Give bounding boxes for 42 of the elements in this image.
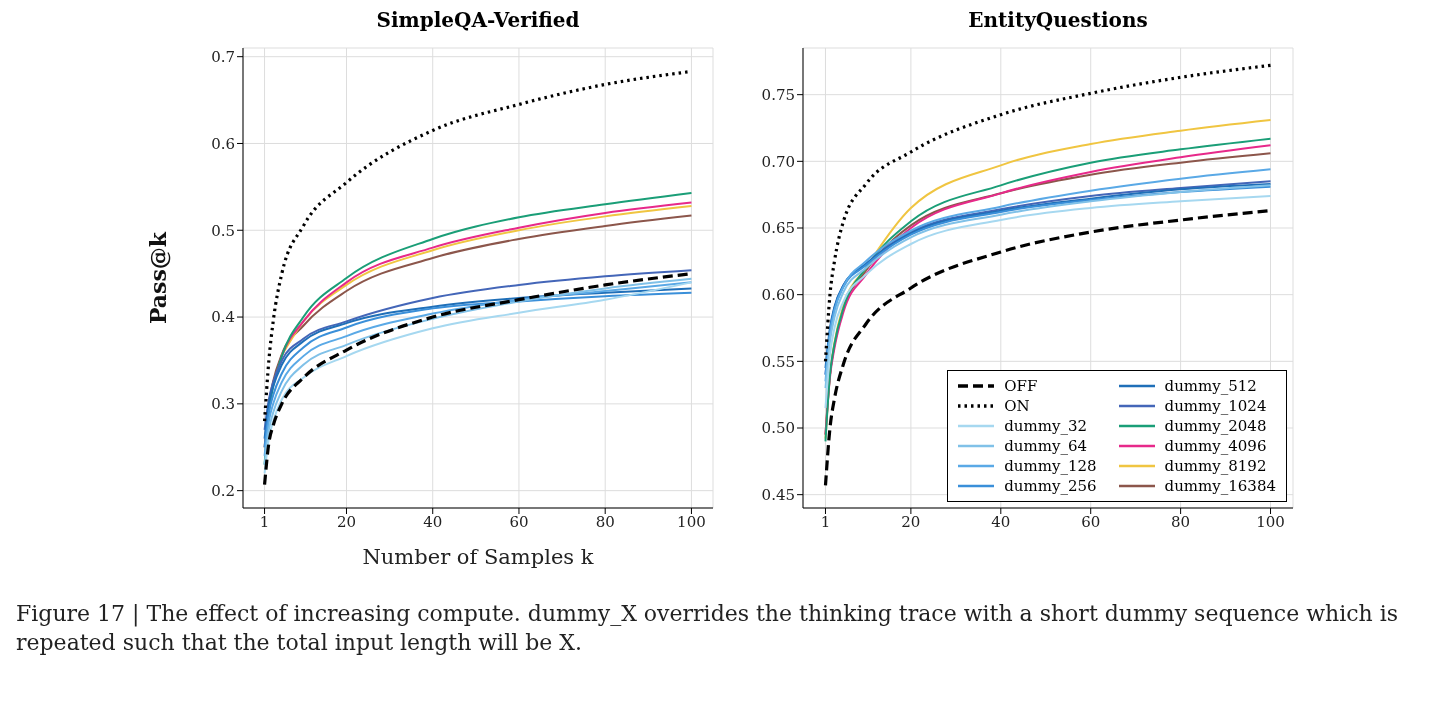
x-tick-label: 80 bbox=[595, 512, 615, 531]
caption: Figure 17 | The effect of increasing compute. dummy_X overrides the thinking trace with a short dummy sequence which is repeated such that the total input length will be X. bbox=[16, 600, 1400, 657]
y-tick-label: 0.6 bbox=[211, 134, 235, 153]
legend-label: OFF bbox=[1004, 377, 1038, 395]
legend-label: dummy_64 bbox=[1004, 437, 1088, 455]
chart-title: EntityQuestions bbox=[967, 8, 1149, 34]
y-axis-title: Pass@k bbox=[144, 231, 171, 325]
y-tick-label: 0.45 bbox=[761, 485, 795, 504]
x-tick-label: 20 bbox=[901, 512, 921, 531]
legend-label: dummy_512 bbox=[1164, 377, 1257, 395]
x-tick-label: 60 bbox=[1081, 512, 1101, 531]
x-tick-label: 100 bbox=[1256, 512, 1285, 531]
y-tick-label: 0.70 bbox=[761, 152, 795, 171]
x-tick-label: 1 bbox=[259, 512, 270, 531]
x-axis-title: Number of Samples k bbox=[362, 545, 594, 569]
y-tick-label: 0.2 bbox=[211, 481, 235, 500]
y-tick-label: 0.55 bbox=[761, 352, 795, 371]
y-tick-label: 0.4 bbox=[211, 308, 235, 327]
x-tick-label: 80 bbox=[1171, 512, 1191, 531]
legend-label: dummy_16384 bbox=[1164, 477, 1276, 495]
legend-label: ON bbox=[1004, 397, 1030, 415]
y-tick-label: 0.3 bbox=[211, 395, 235, 414]
y-tick-label: 0.75 bbox=[761, 85, 795, 104]
y-tick-label: 0.50 bbox=[761, 419, 795, 438]
x-tick-label: 1 bbox=[820, 512, 831, 531]
x-tick-label: 60 bbox=[509, 512, 529, 531]
legend-label: dummy_8192 bbox=[1164, 457, 1267, 475]
x-tick-label: 40 bbox=[991, 512, 1011, 531]
legend-label: dummy_4096 bbox=[1164, 437, 1267, 455]
x-tick-label: 100 bbox=[677, 512, 706, 531]
y-tick-label: 0.5 bbox=[211, 221, 235, 240]
legend-label: dummy_128 bbox=[1004, 457, 1097, 475]
chart-title: SimpleQA-Verified bbox=[375, 8, 581, 34]
legend-label: dummy_2048 bbox=[1164, 417, 1267, 435]
y-tick-label: 0.65 bbox=[761, 219, 795, 238]
x-tick-label: 20 bbox=[336, 512, 357, 531]
legend-label: dummy_256 bbox=[1004, 477, 1097, 495]
legend-label: dummy_1024 bbox=[1164, 397, 1267, 415]
y-tick-label: 0.7 bbox=[211, 48, 235, 66]
x-tick-label: 40 bbox=[423, 512, 443, 531]
y-tick-label: 0.60 bbox=[761, 285, 795, 304]
legend-label: dummy_32 bbox=[1004, 417, 1088, 435]
